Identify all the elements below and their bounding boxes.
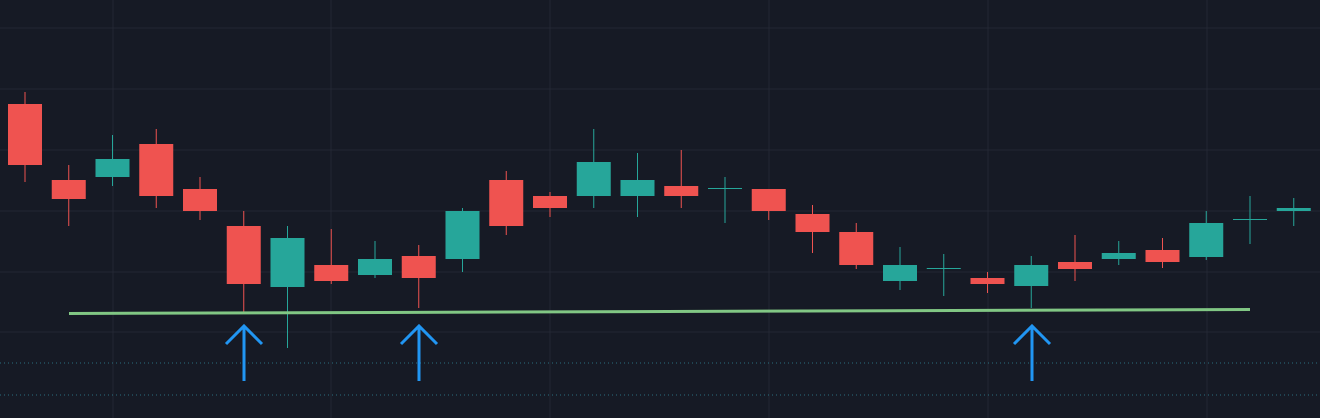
- candle-body: [358, 259, 392, 275]
- candle-body: [1276, 208, 1311, 211]
- candle-body: [970, 278, 1005, 284]
- arrow: [224, 323, 264, 381]
- candle-body: [926, 268, 961, 269]
- candle-body: [751, 189, 786, 211]
- candle-body: [226, 226, 261, 284]
- candles: [8, 92, 1311, 348]
- candle-body: [139, 144, 174, 196]
- candle-body: [1145, 250, 1180, 262]
- candle-body: [8, 104, 42, 165]
- candle-body: [51, 180, 86, 199]
- arrow: [399, 323, 439, 381]
- candle-body: [664, 186, 699, 196]
- candle-body: [445, 211, 480, 259]
- candle-body: [839, 232, 874, 265]
- candle-body: [489, 180, 524, 226]
- candle-body: [1101, 253, 1136, 259]
- candle-body: [533, 196, 567, 208]
- candle-body: [1058, 262, 1092, 269]
- candle-body: [183, 189, 217, 211]
- candle-body: [314, 265, 349, 281]
- support-line: [68, 308, 1251, 315]
- candle-body: [95, 159, 130, 177]
- candle-body: [708, 188, 742, 189]
- candle-body: [620, 180, 655, 196]
- arrows: [224, 323, 1052, 381]
- candle-body: [270, 238, 305, 287]
- candle-body: [1014, 265, 1049, 286]
- candle-body: [883, 265, 917, 281]
- candle-body: [576, 162, 611, 196]
- candle-body: [1233, 219, 1267, 220]
- arrow: [1012, 323, 1052, 381]
- candle-body: [1189, 223, 1224, 257]
- candle-body: [795, 214, 830, 232]
- candle-body: [401, 256, 436, 278]
